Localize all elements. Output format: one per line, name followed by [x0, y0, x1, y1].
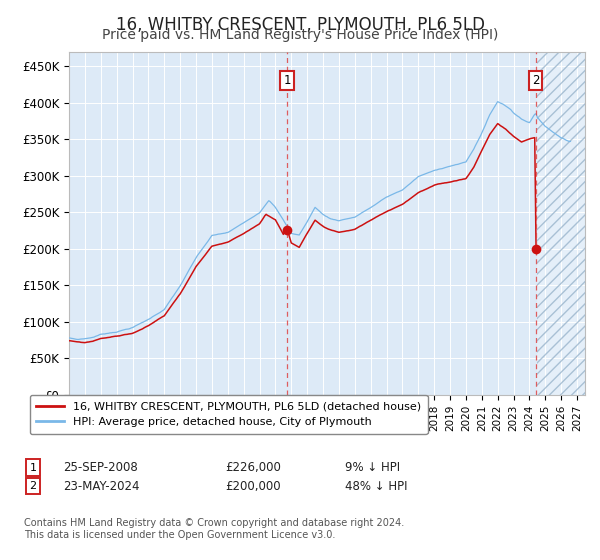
- Text: Contains HM Land Registry data © Crown copyright and database right 2024.
This d: Contains HM Land Registry data © Crown c…: [24, 518, 404, 540]
- Text: 1: 1: [29, 463, 37, 473]
- Legend: 16, WHITBY CRESCENT, PLYMOUTH, PL6 5LD (detached house), HPI: Average price, det: 16, WHITBY CRESCENT, PLYMOUTH, PL6 5LD (…: [29, 395, 428, 434]
- Text: 2: 2: [29, 481, 37, 491]
- Text: 23-MAY-2024: 23-MAY-2024: [63, 479, 139, 493]
- Text: Price paid vs. HM Land Registry's House Price Index (HPI): Price paid vs. HM Land Registry's House …: [102, 28, 498, 42]
- Text: £226,000: £226,000: [225, 461, 281, 474]
- Text: 9% ↓ HPI: 9% ↓ HPI: [345, 461, 400, 474]
- Text: 1: 1: [283, 74, 291, 87]
- Bar: [538, 52, 585, 395]
- Text: 25-SEP-2008: 25-SEP-2008: [63, 461, 138, 474]
- Text: £200,000: £200,000: [225, 479, 281, 493]
- Text: 48% ↓ HPI: 48% ↓ HPI: [345, 479, 407, 493]
- Text: 2: 2: [532, 74, 539, 87]
- Text: 16, WHITBY CRESCENT, PLYMOUTH, PL6 5LD: 16, WHITBY CRESCENT, PLYMOUTH, PL6 5LD: [115, 16, 485, 34]
- Bar: [538, 52, 585, 395]
